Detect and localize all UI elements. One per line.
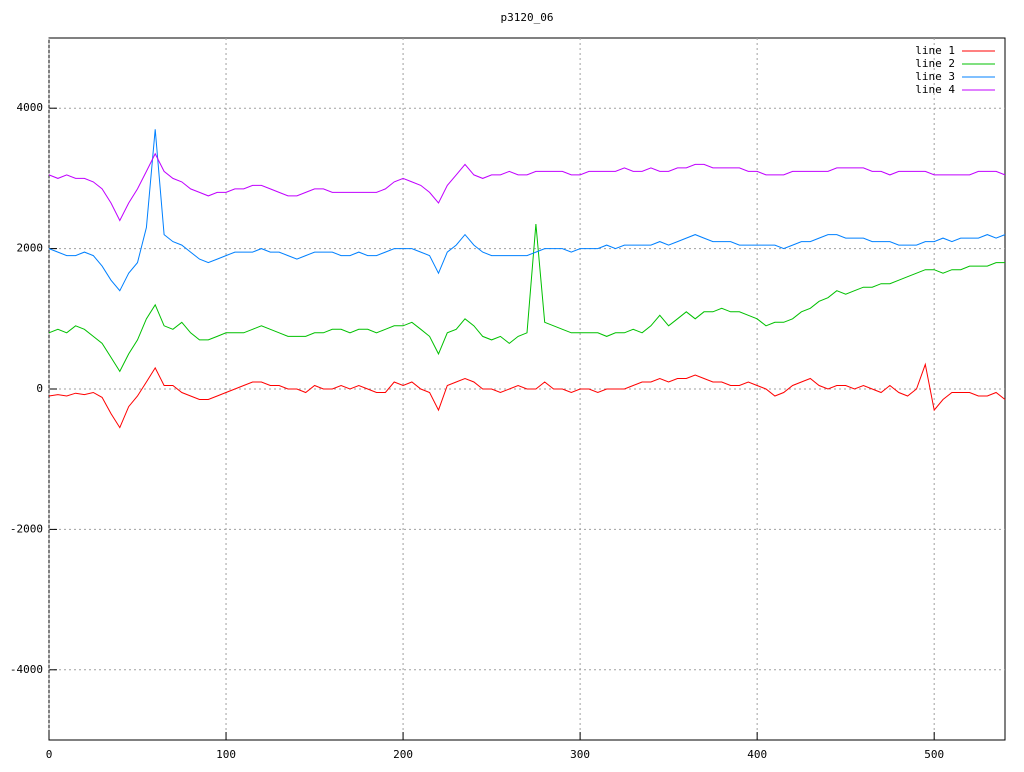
legend-label: line 1 [915, 44, 955, 57]
x-tick-label: 100 [216, 748, 236, 761]
y-tick-label: 4000 [17, 101, 44, 114]
y-tick-label: -2000 [10, 522, 43, 535]
x-tick-label: 300 [570, 748, 590, 761]
data-line [48, 129, 1006, 292]
legend-label: line 3 [915, 70, 955, 83]
data-line [48, 362, 1006, 429]
x-tick-label: 400 [747, 748, 767, 761]
chart-title: p3120_06 [501, 11, 554, 24]
x-tick-label: 0 [46, 748, 53, 761]
y-tick-label: 2000 [17, 242, 44, 255]
legend-label: line 4 [915, 83, 955, 96]
x-tick-label: 500 [924, 748, 944, 761]
data-line [48, 152, 1006, 222]
x-tick-label: 200 [393, 748, 413, 761]
y-tick-label: 0 [36, 382, 43, 395]
legend-label: line 2 [915, 57, 955, 70]
y-tick-label: -4000 [10, 663, 43, 676]
data-line [48, 223, 1005, 373]
